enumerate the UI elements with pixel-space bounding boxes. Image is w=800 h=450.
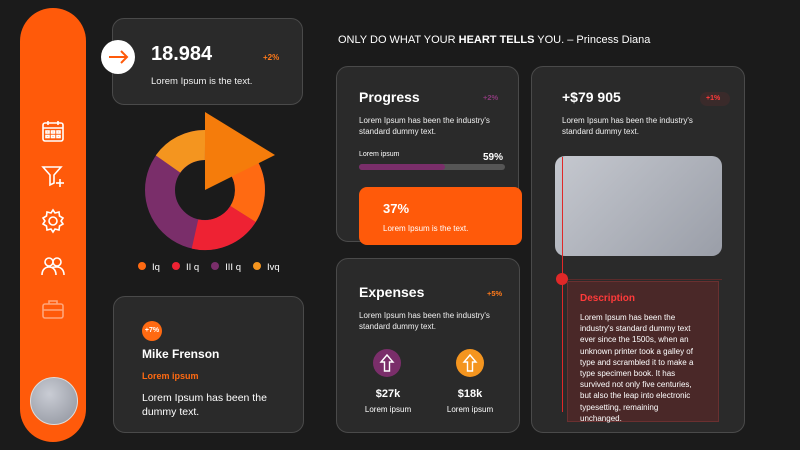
money-desc: Lorem Ipsum has been the industry's stand…	[562, 116, 693, 136]
arrow-up-icon	[379, 353, 395, 372]
timeline-dot	[556, 273, 568, 285]
avatar[interactable]	[30, 377, 78, 425]
description-text: Lorem Ipsum has been the industry's stan…	[580, 313, 694, 423]
legend-item-iiiq: III q	[211, 262, 241, 273]
sidebar	[20, 8, 86, 442]
orange-stat-value: 37%	[383, 201, 410, 216]
stat-text: Lorem Ipsum is the text.	[151, 76, 253, 87]
expense-item-2-label: Lorem ipsum	[446, 405, 494, 414]
expenses-card: Expenses +5% Lorem Ipsum has been the in…	[336, 258, 520, 433]
quote-text-post: YOU. – Princess Diana	[534, 34, 651, 46]
money-change-pill	[700, 92, 730, 106]
stat-card: 18.984 +2% Lorem Ipsum is the text.	[112, 18, 303, 105]
progress-bar-track	[359, 164, 505, 170]
profile-text: Lorem Ipsum has been the dummy text.	[142, 392, 267, 418]
users-icon[interactable]	[40, 253, 66, 279]
expense-item-2-value: $18k	[457, 388, 483, 400]
image-placeholder	[555, 156, 722, 256]
donut-chart	[145, 112, 275, 251]
quote: ONLY DO WHAT YOUR HEART TELLS YOU. – Pri…	[338, 34, 650, 46]
donut-segment-ivq	[155, 129, 206, 174]
money-card: +$79 905 +1% Lorem Ipsum has been the in…	[531, 66, 745, 433]
arrow-right-icon	[109, 50, 129, 64]
profile-card: +7% Mike Frenson Lorem ipsum Lorem Ipsum…	[113, 296, 304, 433]
calendar-icon[interactable]	[40, 118, 66, 144]
filter-add-icon[interactable]	[40, 163, 66, 189]
money-value: +$79 905	[562, 89, 621, 105]
progress-change: +2%	[483, 93, 499, 102]
legend-item-ivq: Ivq	[252, 262, 280, 273]
stat-change: +2%	[263, 53, 280, 62]
money-change: +1%	[706, 95, 721, 102]
orange-stat-card: 37% Lorem Ipsum is the text.	[359, 187, 522, 245]
expenses-title: Expenses	[359, 284, 425, 300]
stat-value: 18.984	[151, 43, 213, 65]
donut-legend: Iq II q III q Ivq	[138, 262, 280, 273]
expense-item-1-button[interactable]	[373, 349, 401, 377]
progress-desc: Lorem Ipsum has been the industry's stand…	[359, 116, 490, 136]
expense-item-1-label: Lorem ipsum	[364, 405, 412, 414]
expense-item-1-value: $27k	[375, 388, 401, 400]
profile-name: Mike Frenson	[142, 347, 220, 361]
orange-stat-text: Lorem Ipsum is the text.	[383, 224, 469, 233]
description-box: Description Lorem Ipsum has been the ind…	[567, 281, 719, 423]
arrow-up-icon	[462, 353, 478, 372]
expenses-change: +5%	[487, 289, 503, 298]
progress-bar-value: 59%	[483, 152, 504, 163]
expense-item-2-button[interactable]	[456, 349, 484, 377]
briefcase-icon[interactable]	[40, 296, 66, 322]
legend-item-iiq: II q	[171, 262, 199, 273]
donut-segment-iiq	[191, 205, 256, 251]
quote-text-pre: ONLY DO WHAT YOUR	[338, 34, 459, 46]
timeline-connector	[568, 279, 722, 280]
donut-exploded-slice	[205, 112, 275, 190]
progress-bar-fill	[359, 164, 446, 170]
description-title: Description	[580, 293, 636, 304]
quote-text-bold: HEART TELLS	[458, 34, 535, 46]
expenses-desc: Lorem Ipsum has been the industry's stand…	[359, 311, 490, 331]
progress-title: Progress	[359, 89, 420, 105]
legend-item-iq: Iq	[138, 262, 160, 273]
settings-gear-icon[interactable]	[40, 208, 66, 234]
arrow-right-button[interactable]	[101, 40, 135, 74]
profile-role: Lorem ipsum	[142, 371, 199, 381]
progress-bar-label: Lorem ipsum	[359, 151, 400, 158]
profile-badge: +7%	[142, 321, 162, 341]
